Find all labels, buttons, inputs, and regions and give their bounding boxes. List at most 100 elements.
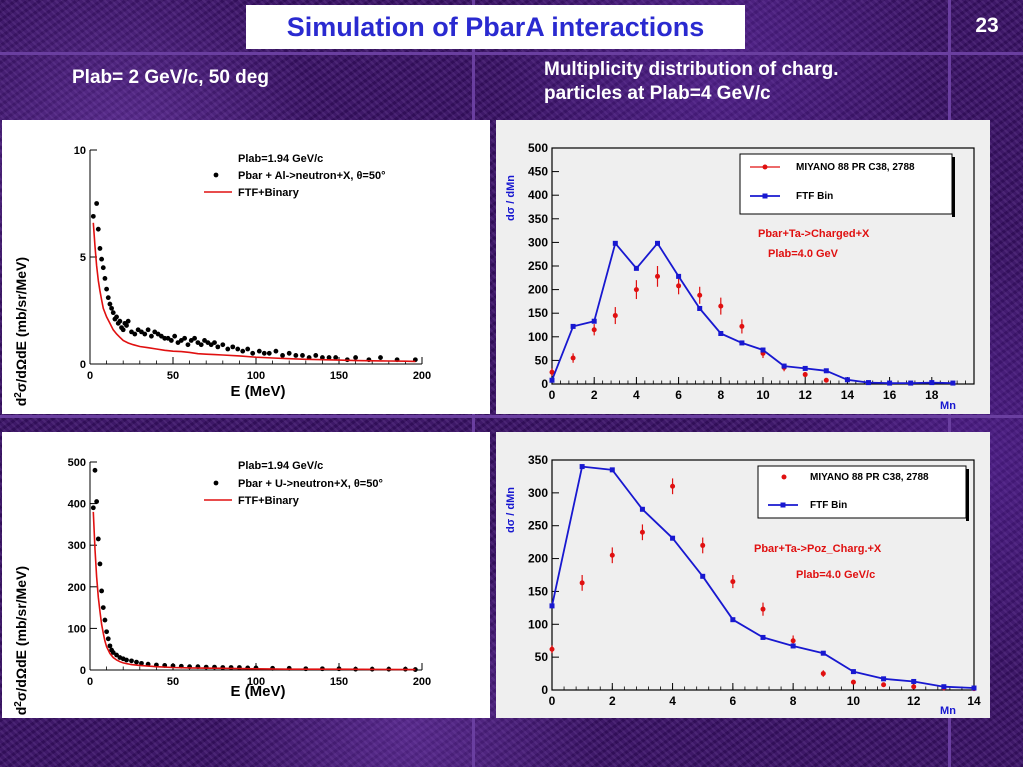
x-tick-label: 0 — [87, 370, 93, 382]
y-tick-label: 150 — [528, 584, 548, 598]
y-tick-label: 150 — [528, 306, 548, 320]
x-tick-label: 100 — [247, 370, 265, 382]
y-tick-label: 250 — [528, 519, 548, 533]
x-tick-label: 10 — [847, 694, 861, 708]
y-axis-label-part: σ/dΩdE (mb/sr/MeV) — [13, 257, 29, 392]
data-point — [256, 348, 262, 354]
data-point — [97, 561, 103, 567]
annotation-reaction: Pbar+Ta->Poz_Charg.+X — [754, 543, 882, 555]
y-axis-label: dσ / dMn — [505, 175, 517, 221]
data-point — [280, 353, 285, 358]
model-marker — [929, 380, 935, 386]
data-point — [261, 350, 267, 356]
x-tick-label: 14 — [967, 694, 981, 708]
y-axis-label-part: 2 — [13, 392, 24, 398]
data-point — [95, 226, 101, 232]
data-point — [320, 355, 325, 360]
model-marker — [609, 467, 615, 473]
model-curve — [551, 242, 953, 384]
background-grid-line — [0, 52, 1023, 55]
y-tick-label: 300 — [528, 235, 548, 249]
y-tick-label: 5 — [80, 252, 86, 264]
model-curve — [92, 511, 416, 671]
chart-al-neutron-spectrum: Plab=1.94 GeV/c Pbar + Al->neutron+X, θ=… — [13, 145, 432, 406]
subtitle-left: Plab= 2 GeV/c, 50 deg — [72, 67, 269, 88]
y-axis-label: d2σ/dΩdE (mb/sr/MeV) — [13, 257, 30, 406]
data-point — [97, 246, 103, 251]
data-point — [549, 646, 555, 652]
model-marker — [850, 669, 856, 675]
model-marker — [911, 678, 917, 684]
data-point — [313, 353, 319, 358]
y-tick-label: 400 — [68, 499, 86, 511]
x-tick-label: 10 — [756, 388, 770, 402]
data-point — [697, 292, 703, 298]
model-marker — [549, 603, 555, 609]
x-tick-label: 6 — [675, 388, 682, 402]
data-point — [100, 265, 106, 271]
data-point — [676, 283, 682, 289]
legend-header: Plab=1.94 GeV/c — [238, 460, 323, 472]
y-tick-label: 500 — [528, 141, 548, 155]
data-point — [107, 301, 113, 307]
x-tick-label: 8 — [717, 388, 724, 402]
data-point — [102, 617, 108, 623]
data-point — [168, 338, 174, 343]
model-marker — [881, 676, 887, 682]
subtitle-right-line1: Multiplicity distribution of charg. — [544, 59, 839, 80]
model-marker — [790, 643, 796, 649]
data-point — [99, 588, 105, 594]
y-tick-label: 50 — [535, 650, 549, 664]
legend-label-model: FTF+Binary — [238, 187, 300, 199]
data-point — [353, 355, 358, 360]
legend-box — [757, 465, 967, 519]
model-curve — [92, 222, 416, 363]
model-marker — [760, 347, 766, 353]
y-axis-label: d2σ/dΩdE (mb/sr/MeV) — [13, 566, 30, 715]
chart-u-neutron-spectrum: Plab=1.94 GeV/c Pbar + U->neutron+X, θ=5… — [13, 457, 432, 715]
x-tick-label: 2 — [609, 694, 616, 708]
legend-label-data: MIYANO 88 PR C38, 2788 — [796, 162, 915, 173]
chart-panel-u: Plab=1.94 GeV/c Pbar + U->neutron+X, θ=5… — [2, 432, 490, 718]
data-point — [212, 340, 217, 345]
model-marker — [844, 377, 850, 383]
legend-marker-points — [213, 172, 219, 178]
subtitle-right: Multiplicity distribution of charg. part… — [544, 58, 954, 106]
x-tick-label: 150 — [330, 370, 348, 382]
model-marker — [730, 617, 736, 623]
data-point — [266, 350, 272, 356]
x-tick-label: 4 — [669, 694, 676, 708]
data-point — [300, 353, 305, 358]
background-grid-line — [0, 415, 1023, 418]
y-tick-label: 350 — [528, 453, 548, 467]
model-marker — [612, 240, 618, 246]
data-point — [760, 606, 766, 612]
model-marker — [820, 650, 826, 656]
data-point — [109, 305, 114, 311]
data-point — [286, 350, 292, 356]
data-point — [95, 536, 101, 542]
legend-header: Plab=1.94 GeV/c — [238, 153, 323, 165]
data-point — [162, 335, 168, 341]
x-tick-label: 0 — [87, 676, 93, 688]
legend-marker-points — [213, 480, 219, 486]
y-tick-label: 300 — [68, 540, 86, 552]
slide-title: Simulation of PbarA interactions — [246, 5, 745, 49]
y-tick-label: 350 — [528, 212, 548, 226]
model-marker — [697, 305, 703, 311]
data-point — [273, 348, 279, 354]
model-marker — [549, 377, 555, 383]
legend-label-model: FTF Bin — [810, 500, 847, 511]
annotation-reaction: Pbar+Ta->Charged+X — [758, 228, 870, 240]
legend-label-model: FTF Bin — [796, 191, 833, 202]
data-point — [591, 327, 597, 333]
x-tick-label: 16 — [883, 388, 897, 402]
data-point — [172, 333, 178, 339]
data-point — [570, 355, 576, 361]
data-point — [700, 542, 706, 548]
data-point — [132, 331, 138, 337]
x-axis-label: Mn — [940, 705, 956, 717]
y-tick-label: 200 — [528, 552, 548, 566]
data-point — [114, 652, 119, 658]
y-tick-label: 450 — [528, 165, 548, 179]
